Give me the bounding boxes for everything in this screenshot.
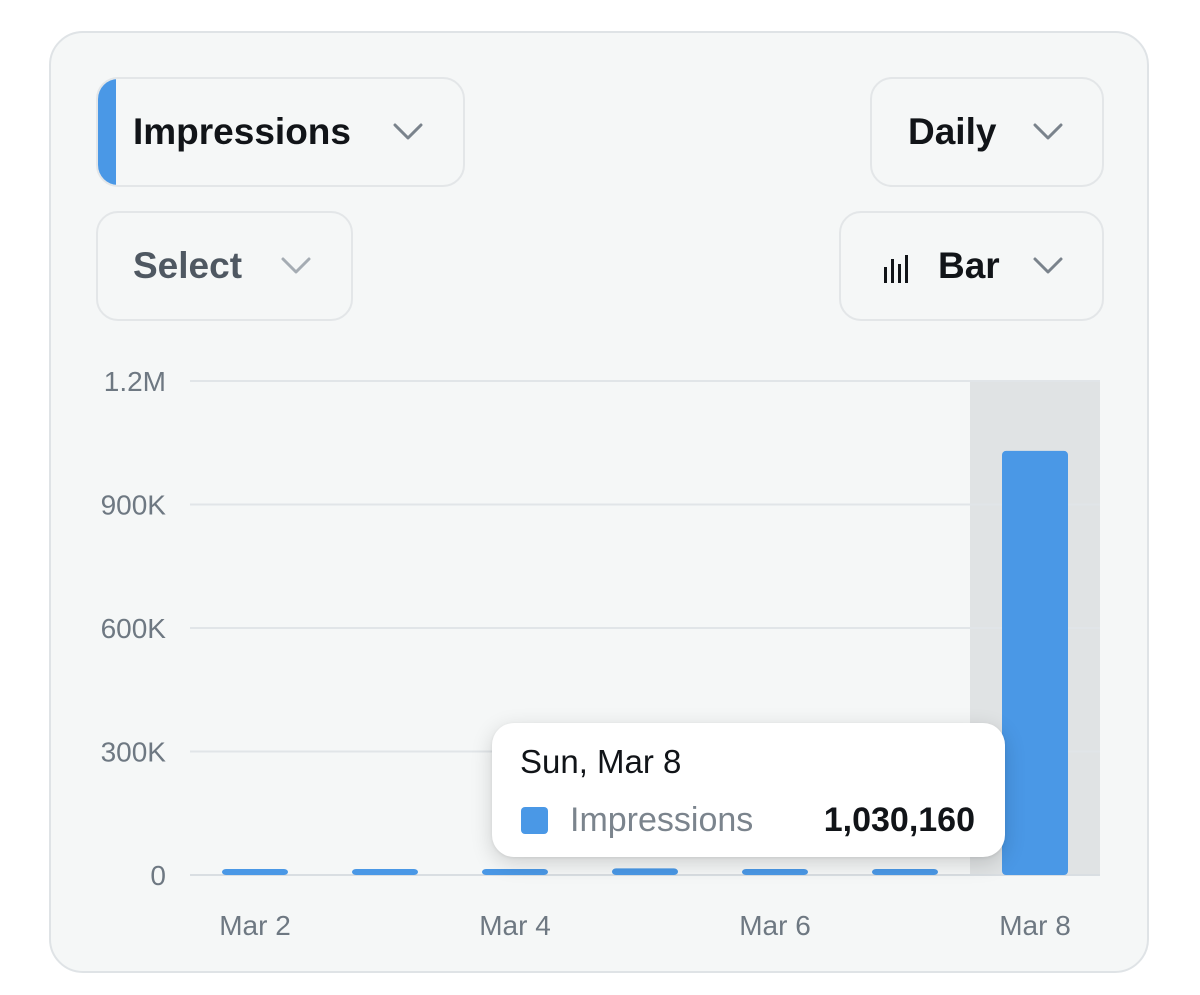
bar xyxy=(612,868,678,875)
bar xyxy=(222,869,288,875)
y-tick-label: 900K xyxy=(101,490,167,521)
x-tick-label: Mar 6 xyxy=(739,910,811,941)
chevron-down-icon xyxy=(390,79,426,185)
chart-type-dropdown[interactable]: Bar xyxy=(839,211,1104,321)
y-tick-label: 300K xyxy=(101,737,167,768)
tooltip-value: 1,030,160 xyxy=(823,801,975,839)
tooltip-date: Sun, Mar 8 xyxy=(520,743,682,780)
bar xyxy=(1002,450,1068,875)
y-tick-label: 600K xyxy=(101,613,167,644)
interval-dropdown-label: Daily xyxy=(908,111,997,152)
tooltip-series-name: Impressions xyxy=(570,801,754,839)
interval-dropdown[interactable]: Daily xyxy=(870,77,1104,187)
metric-dropdown[interactable]: Impressions xyxy=(96,77,465,187)
chevron-down-icon xyxy=(1030,213,1066,319)
secondary-dropdown[interactable]: Select xyxy=(96,211,353,321)
x-tick-label: Mar 4 xyxy=(479,910,551,941)
chevron-down-icon xyxy=(1030,79,1066,185)
chart-tooltip: Sun, Mar 8 Impressions 1,030,160 xyxy=(492,723,1005,857)
secondary-dropdown-label: Select xyxy=(133,245,243,286)
metric-color-indicator xyxy=(98,79,116,185)
bar xyxy=(352,869,418,875)
bar-chart-icon xyxy=(882,253,912,288)
bar xyxy=(872,869,938,875)
chevron-down-icon xyxy=(278,213,314,319)
x-tick-label: Mar 2 xyxy=(219,910,291,941)
tooltip-series-swatch xyxy=(521,807,548,834)
bar xyxy=(482,869,548,875)
y-tick-label: 1.2M xyxy=(104,366,166,397)
x-tick-label: Mar 8 xyxy=(999,910,1071,941)
chart-type-dropdown-label: Bar xyxy=(938,245,1000,286)
metric-dropdown-label: Impressions xyxy=(133,111,351,152)
y-tick-label: 0 xyxy=(150,860,166,891)
bar xyxy=(742,869,808,875)
